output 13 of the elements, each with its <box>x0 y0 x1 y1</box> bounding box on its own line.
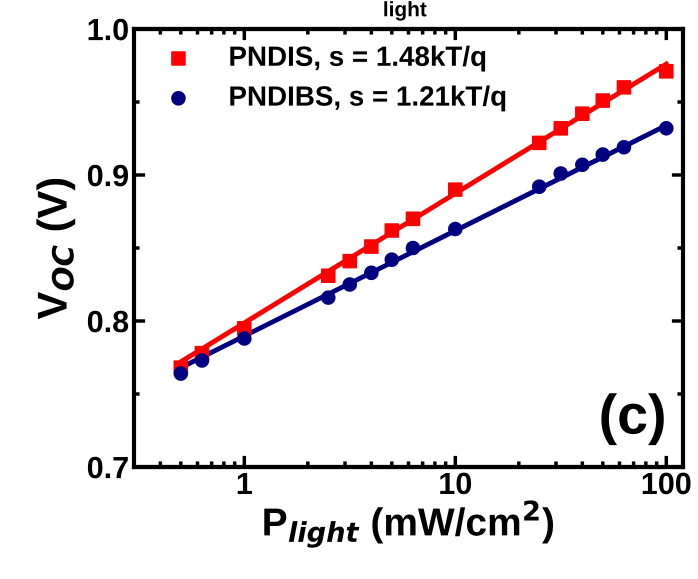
legend-label: PNDIS, s = 1.48kT/q <box>230 46 486 72</box>
y-tick-label: 1.0 <box>88 18 128 40</box>
y-tick-label: 0.8 <box>88 310 128 332</box>
text: light <box>384 1 427 21</box>
x-tick-label: 100 <box>642 472 691 494</box>
y-axis-title: V$_{OC}$ (V) <box>36 178 76 320</box>
y-tick-label: 0.7 <box>88 456 128 478</box>
y-tick-label: 0.9 <box>88 164 128 186</box>
x-tick-label: 10 <box>440 472 472 494</box>
x-tick-label: 1 <box>238 472 252 494</box>
legend-label: PNDIBS, s = 1.21kT/q <box>230 85 506 112</box>
x-axis-title: P$_{light}$ (mW/cm$^{2}$) <box>264 500 554 548</box>
annotation: (c) <box>601 393 664 446</box>
